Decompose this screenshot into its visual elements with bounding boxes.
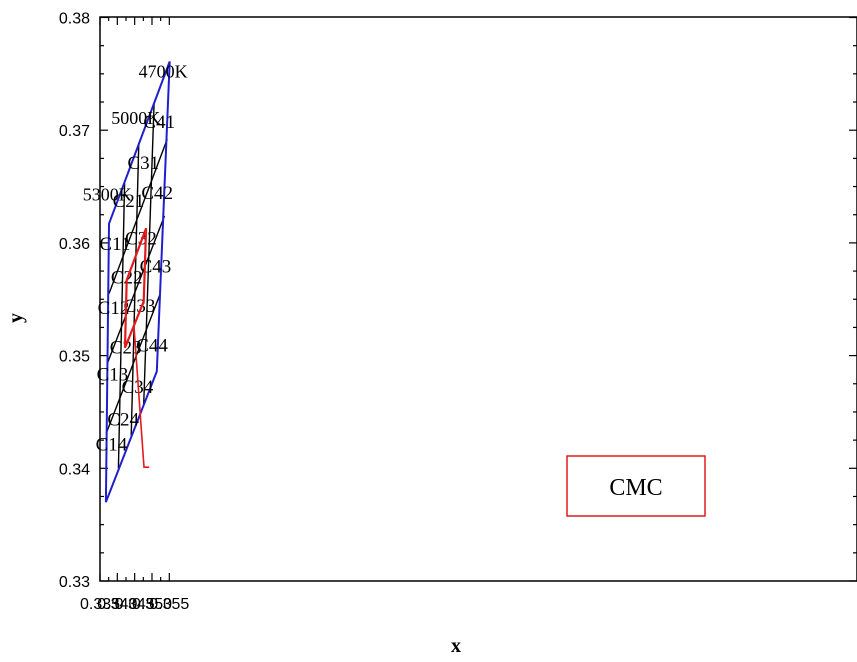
bin-label-c11: C11	[99, 234, 130, 255]
y-tick-label: 0.34	[59, 461, 90, 478]
cmc-leader-line	[133, 326, 150, 469]
bin-label-c21: C21	[113, 191, 145, 212]
y-tick-label: 0.33	[59, 574, 90, 591]
bin-label-c31: C31	[127, 153, 159, 174]
cmc-annotation: CMC	[123, 227, 706, 517]
x-tick-label: 0.350	[132, 596, 172, 613]
x-axis-title: x	[451, 635, 461, 657]
y-axis-title: y	[5, 313, 27, 323]
x-tick-label: 0.335	[80, 596, 120, 613]
bin-label-c14: C14	[96, 435, 128, 456]
x-tick-label: 0.355	[149, 596, 189, 613]
bin-label-c24: C24	[107, 410, 139, 431]
bin-label-c41: C41	[143, 112, 175, 133]
bin-label-c32: C32	[125, 228, 157, 249]
plot-frame	[99, 16, 857, 582]
cmc-label: CMC	[609, 475, 662, 501]
bin-labels: C11C12C13C14C21C22C23C24C31C32C33C34C41C…	[83, 62, 188, 456]
bin-column-line	[130, 142, 140, 436]
y-tick-label: 0.36	[59, 236, 90, 253]
bin-label-c12: C12	[98, 298, 130, 319]
y-tick-label: 0.38	[59, 11, 90, 28]
bin-lines	[104, 61, 171, 503]
cct-label-4700k: 4700K	[139, 62, 188, 82]
y-tick-label: 0.37	[59, 123, 90, 140]
y-tick-label: 0.35	[59, 349, 90, 366]
cmc-region	[123, 227, 148, 349]
bin-label-c42: C42	[141, 183, 173, 204]
cct-label-5000k: 5000K	[111, 108, 160, 128]
cmc-label-box	[566, 455, 706, 517]
bin-column-line	[143, 103, 155, 405]
bin-label-c13: C13	[97, 365, 129, 386]
bin-label-c44: C44	[136, 335, 168, 356]
x-tick-label: 0.345	[115, 596, 155, 613]
bin-row-line	[106, 215, 166, 364]
bin-boundary	[104, 61, 171, 503]
x-tick-label: 0.340	[97, 596, 137, 613]
bin-column-line	[117, 183, 126, 469]
bin-label-c23: C23	[110, 338, 142, 359]
bin-row-line	[108, 138, 168, 294]
bin-label-c33: C33	[124, 296, 156, 317]
axis-ticks	[99, 16, 857, 582]
cct-label-5300k: 5300K	[83, 184, 132, 204]
bin-label-c43: C43	[140, 256, 172, 277]
